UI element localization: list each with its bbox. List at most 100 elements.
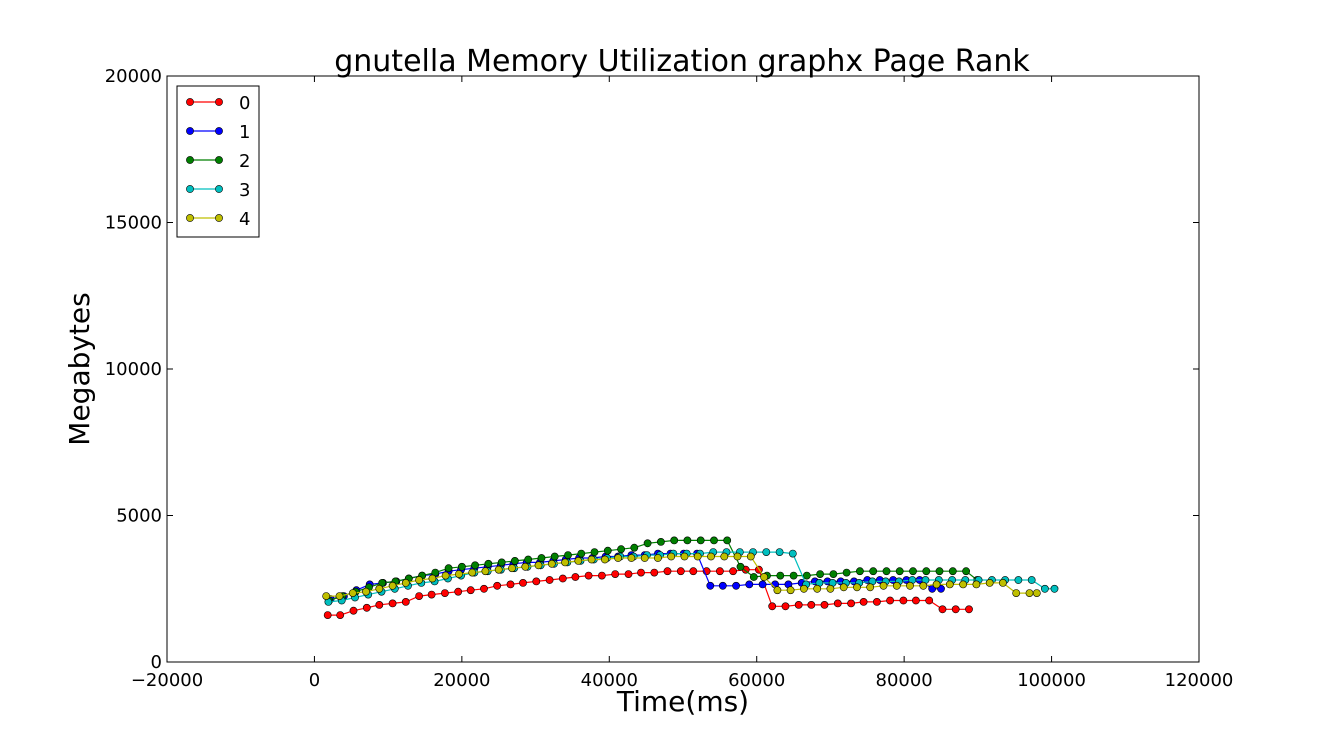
data-point (603, 546, 612, 555)
data-point (667, 552, 676, 561)
data-point (925, 596, 934, 605)
data-point (545, 576, 554, 584)
data-point (428, 574, 437, 583)
data-point (574, 557, 583, 565)
data-point (802, 571, 811, 580)
data-point (1032, 589, 1041, 597)
legend-marker (215, 214, 223, 222)
data-point (689, 567, 698, 576)
data-point (922, 567, 931, 576)
x-axis-title: Time(ms) (616, 685, 749, 718)
data-point (781, 602, 790, 611)
data-point (869, 567, 878, 576)
data-point (362, 603, 371, 612)
data-point (1050, 584, 1059, 593)
data-point (1025, 589, 1034, 597)
data-point (676, 567, 685, 576)
data-point (768, 602, 777, 611)
data-point (550, 552, 559, 561)
x-tick-label: −20000 (131, 670, 203, 691)
data-point (899, 596, 908, 605)
data-point (454, 587, 463, 596)
data-point (886, 596, 894, 605)
data-point (882, 567, 891, 576)
axes: −20000 0 20000 40000 60000 80000 100000 1200000… (105, 66, 1234, 691)
data-point (951, 605, 960, 614)
y-tick-label: 15000 (105, 213, 162, 234)
data-point (813, 584, 822, 593)
data-point (532, 577, 541, 586)
data-point (718, 581, 727, 590)
data-point (696, 536, 705, 545)
data-point (471, 561, 479, 570)
data-point (716, 567, 724, 576)
data-point (773, 586, 782, 595)
data-point (985, 579, 994, 587)
data-point (729, 567, 737, 576)
data-point (935, 567, 944, 576)
data-point (892, 581, 901, 590)
data-point (789, 571, 798, 580)
data-point (807, 601, 816, 609)
data-point (481, 567, 490, 576)
series-2 (325, 536, 981, 605)
data-point (335, 592, 344, 600)
data-point (1041, 584, 1049, 593)
data-point (624, 570, 633, 578)
data-point (733, 552, 742, 561)
data-point (336, 611, 345, 619)
data-point (506, 580, 515, 589)
data-point (866, 583, 875, 592)
legend-label: 2 (239, 151, 250, 172)
data-point (657, 538, 665, 546)
data-point (630, 543, 639, 552)
data-point (826, 584, 835, 593)
chart-title: gnutella Memory Utilization graphx Page … (334, 44, 1030, 79)
data-point (484, 559, 493, 568)
data-point (906, 581, 914, 590)
data-point (710, 536, 718, 545)
data-point (856, 567, 864, 576)
data-point (945, 580, 954, 589)
data-point (833, 599, 842, 608)
data-point (388, 581, 397, 590)
data-point (468, 568, 477, 577)
legend-marker (215, 185, 223, 193)
y-tick-label: 10000 (105, 359, 162, 380)
data-point (480, 584, 488, 593)
legend-item-1: 1 (186, 122, 250, 143)
data-point (521, 562, 530, 571)
legend-marker (186, 98, 194, 106)
data-point (650, 568, 659, 577)
x-tick-label: 100000 (1017, 670, 1086, 691)
data-point (776, 571, 785, 580)
data-point (617, 545, 625, 554)
data-point (519, 579, 527, 587)
data-point (736, 562, 745, 571)
y-tick-label: 0 (151, 652, 162, 673)
data-point (388, 599, 397, 608)
data-point (663, 567, 672, 576)
data-point (348, 589, 357, 597)
data-point (1027, 576, 1036, 584)
data-point (654, 554, 662, 562)
legend-item-3: 3 (186, 180, 250, 201)
legend-label: 3 (239, 180, 250, 201)
legend-item-0: 0 (186, 93, 250, 114)
legend-item-4: 4 (186, 209, 250, 230)
data-point (732, 581, 740, 590)
data-point (415, 576, 423, 584)
data-point (1012, 589, 1021, 597)
legend-marker (215, 98, 223, 106)
data-point (680, 552, 689, 561)
data-point (457, 562, 466, 571)
data-point (912, 596, 920, 605)
data-point (786, 586, 795, 595)
data-point (745, 580, 754, 589)
data-point (720, 552, 729, 561)
legend-label: 1 (239, 122, 250, 143)
data-point (584, 571, 593, 580)
data-point (820, 601, 829, 609)
y-tick-label: 20000 (105, 66, 162, 87)
